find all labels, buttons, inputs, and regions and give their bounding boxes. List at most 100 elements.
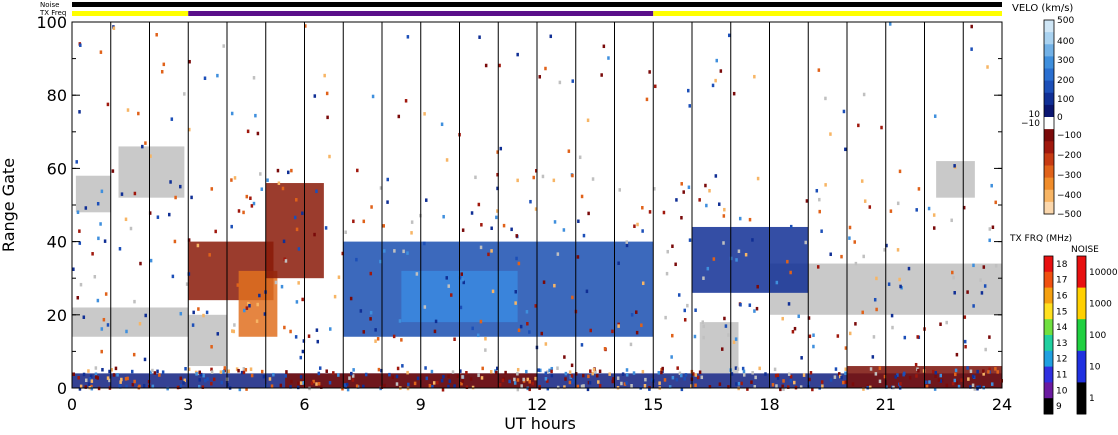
echo-speck [138, 384, 141, 389]
echo-speck [78, 387, 82, 391]
echo-speck [953, 291, 956, 295]
echo-speck [617, 324, 620, 328]
echo-speck [588, 381, 592, 385]
echo-speck [204, 378, 207, 383]
echo-speck [448, 379, 452, 383]
echo-speck [633, 224, 636, 228]
echo-speck [199, 372, 203, 377]
echo-speck [532, 175, 535, 180]
echo-speck [404, 99, 408, 103]
echo-speck [77, 375, 80, 380]
echo-speck [490, 226, 493, 231]
echo-speck [990, 183, 993, 188]
echo-speck [789, 224, 793, 229]
txfreq-label: 15 [1056, 307, 1067, 317]
txfreq-label: 12 [1056, 355, 1067, 365]
txfreq-label: 16 [1056, 292, 1068, 302]
echo-speck [980, 291, 984, 295]
echo-speck [238, 387, 242, 392]
echo-speck [198, 384, 201, 389]
noise-colorbar: 10000 1000 100 10 1 [1076, 255, 1118, 415]
echo-speck [344, 230, 347, 234]
echo-speck [284, 374, 287, 378]
echo-speck [722, 214, 726, 218]
echo-speck [289, 329, 292, 334]
echo-speck [719, 69, 723, 73]
echo-speck [820, 229, 823, 233]
noise-swatch [1077, 350, 1086, 383]
echo-speck [90, 384, 93, 389]
echo-speck [607, 56, 610, 60]
x-tick-label: 6 [299, 395, 309, 414]
echo-speck [950, 218, 953, 223]
echo-speck [447, 284, 450, 288]
echo-speck [625, 381, 628, 385]
echo-speck [717, 202, 721, 206]
echo-speck [87, 382, 91, 386]
echo-speck [112, 26, 116, 30]
echo-speck [612, 377, 615, 381]
echo-speck [952, 275, 955, 280]
echo-speck [670, 355, 673, 359]
echo-speck [78, 110, 81, 114]
echo-speck [297, 381, 300, 386]
echo-speck [179, 311, 183, 316]
echo-speck [307, 334, 311, 338]
echo-speck [133, 191, 137, 196]
velocity-label: 200 [1057, 76, 1074, 86]
echo-speck [844, 346, 848, 350]
echo-speck [459, 369, 462, 373]
echo-speck [516, 387, 520, 392]
echo-speck [734, 366, 738, 370]
echo-speck [837, 372, 841, 376]
velocity-label: −300 [1057, 171, 1082, 181]
echo-speck [285, 370, 288, 374]
echo-speck [510, 227, 513, 232]
echo-speck [304, 24, 307, 28]
echo-speck [878, 379, 882, 384]
echo-speck [173, 239, 177, 244]
echo-speck [124, 217, 128, 222]
echo-speck [793, 380, 796, 385]
echo-speck [187, 272, 191, 276]
echo-speck [197, 307, 200, 311]
echo-speck [515, 234, 518, 238]
echo-speck [203, 76, 207, 81]
echo-speck [432, 381, 436, 385]
echo-speck [133, 299, 136, 304]
echo-speck [496, 209, 499, 213]
echo-speck [844, 371, 847, 376]
echo-speck [789, 270, 792, 275]
echo-speck [987, 370, 990, 374]
echo-speck [526, 377, 530, 382]
echo-speck [650, 378, 654, 382]
echo-speck [945, 383, 949, 388]
echo-speck [120, 377, 123, 382]
echo-speck [516, 378, 520, 382]
echo-speck [345, 382, 349, 387]
echo-speck [97, 236, 100, 241]
echo-speck [423, 241, 426, 246]
echo-speck [210, 370, 214, 374]
echo-speck [782, 387, 785, 391]
echo-speck [951, 270, 954, 275]
echo-speck [645, 97, 649, 102]
echo-speck [611, 329, 614, 334]
echo-speck [675, 198, 678, 202]
echo-speck [101, 367, 104, 372]
ground-scatter-6 [72, 307, 189, 337]
echo-speck [683, 377, 686, 381]
echo-speck [602, 44, 606, 49]
echo-speck [459, 305, 463, 310]
echo-speck [250, 204, 254, 208]
echo-speck [714, 78, 717, 83]
echo-speck [869, 385, 872, 390]
echo-speck [786, 259, 789, 264]
ground-scatter-3 [699, 322, 739, 374]
echo-speck [502, 223, 506, 228]
echo-speck [248, 304, 251, 308]
echo-speck [325, 369, 328, 373]
echo-speck [888, 22, 892, 26]
echo-speck [496, 186, 499, 191]
echo-speck [82, 315, 86, 319]
